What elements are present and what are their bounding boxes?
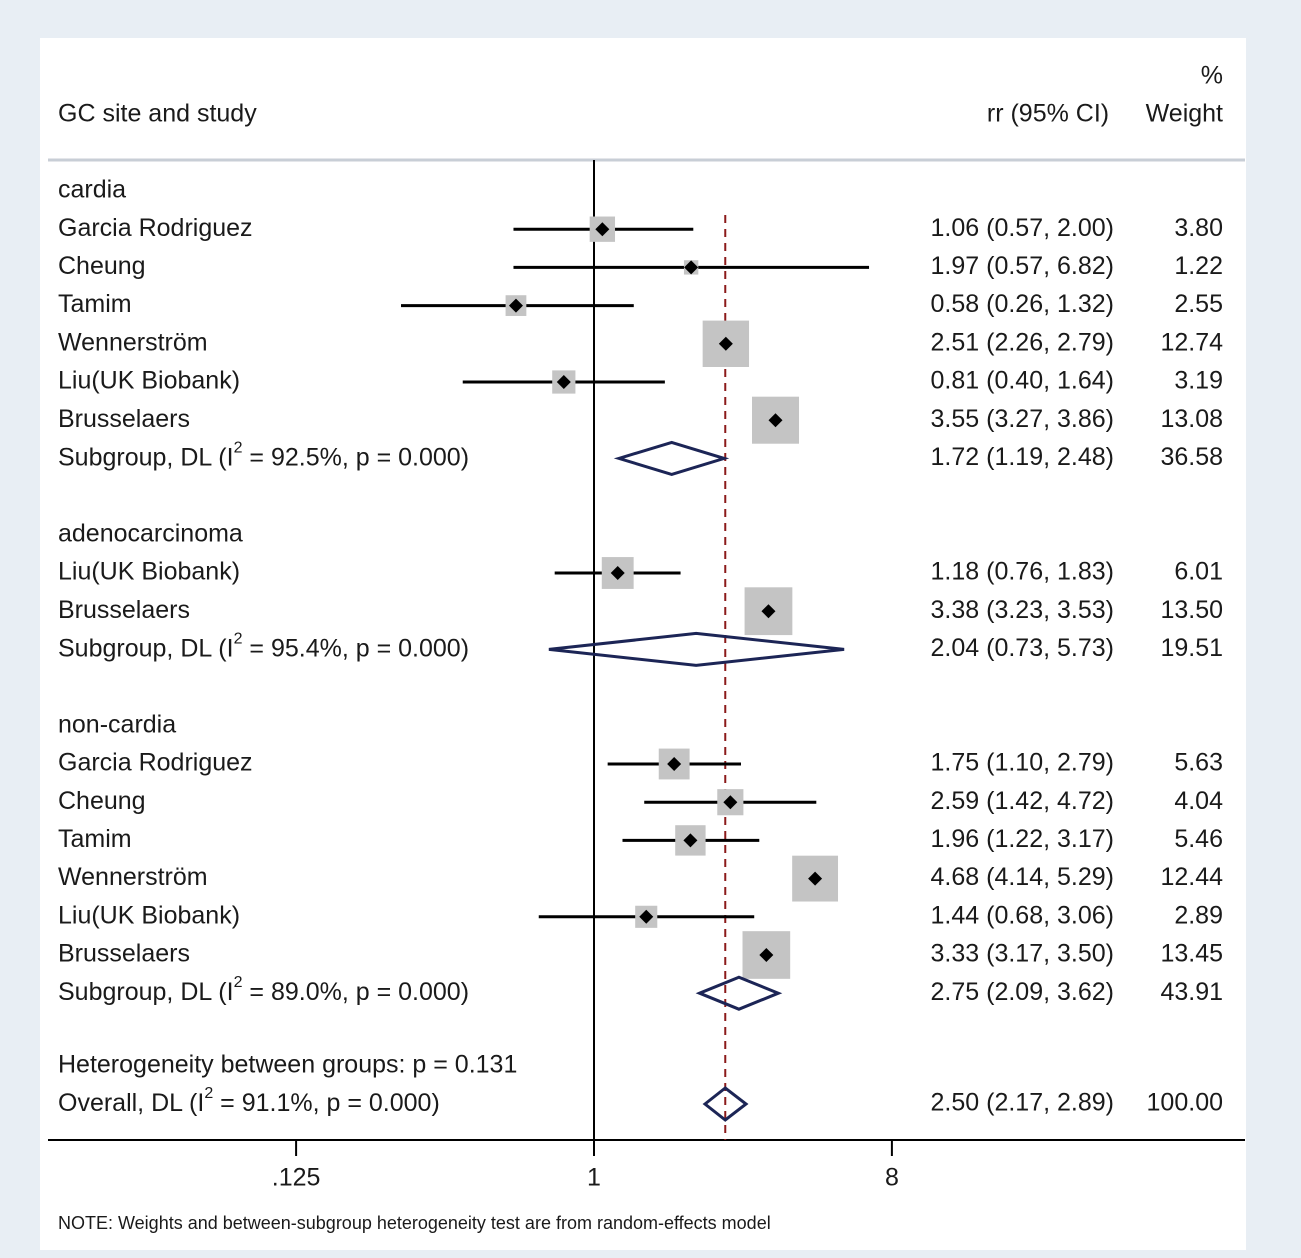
study-label: Tamim: [58, 290, 132, 318]
study-label: Liu(UK Biobank): [58, 367, 240, 395]
weight-text: 2.55: [1174, 290, 1223, 318]
weight-text: 6.01: [1174, 558, 1223, 586]
subgroup-ci-text: 2.04 (0.73, 5.73): [931, 634, 1114, 662]
heterogeneity-text: Heterogeneity between groups: p = 0.131: [58, 1051, 517, 1079]
subgroup-label: Subgroup, DL (I2 = 92.5%, p = 0.000): [58, 440, 469, 471]
point-estimate: [639, 909, 654, 924]
ci-text: 1.75 (1.10, 2.79): [931, 749, 1114, 777]
overall-weight-text: 100.00: [1147, 1089, 1223, 1117]
ci-text: 1.06 (0.57, 2.00): [931, 214, 1114, 242]
study-label: Garcia Rodriguez: [58, 214, 253, 242]
point-estimate: [723, 795, 738, 810]
ci-text: 1.97 (0.57, 6.82): [931, 252, 1114, 280]
ci-text: 3.38 (3.23, 3.53): [931, 596, 1114, 624]
point-estimate: [808, 871, 823, 886]
subgroup-diamond: [695, 975, 783, 1011]
weight-text: 3.80: [1174, 214, 1223, 242]
ci-text: 4.68 (4.14, 5.29): [931, 863, 1114, 891]
point-estimate: [768, 413, 783, 428]
study-label: Tamim: [58, 825, 132, 853]
ci-text: 0.58 (0.26, 1.32): [931, 290, 1114, 318]
group-heading: adenocarcinoma: [58, 519, 243, 547]
group-heading: non-cardia: [58, 710, 176, 738]
header-weight-bottom: Weight: [1146, 100, 1223, 128]
point-estimate: [508, 298, 523, 313]
point-estimate: [595, 222, 610, 237]
plot-panel: [40, 38, 1246, 1250]
study-label: Wennerström: [58, 863, 208, 891]
overall-ci-text: 2.50 (2.17, 2.89): [931, 1089, 1114, 1117]
point-estimate: [683, 833, 698, 848]
weight-text: 5.63: [1174, 749, 1223, 777]
weight-text: 2.89: [1174, 901, 1223, 929]
study-label: Wennerström: [58, 328, 208, 356]
subgroup-weight-text: 43.91: [1160, 978, 1223, 1006]
point-estimate: [718, 336, 733, 351]
x-tick-label: 1: [587, 1164, 601, 1192]
ci-text: 0.81 (0.40, 1.64): [931, 367, 1114, 395]
study-label: Liu(UK Biobank): [58, 558, 240, 586]
weight-text: 13.50: [1160, 596, 1223, 624]
ci-text: 2.59 (1.42, 4.72): [931, 787, 1114, 815]
subgroup-weight-text: 19.51: [1160, 634, 1223, 662]
subgroup-diamond: [548, 631, 845, 667]
weight-text: 4.04: [1174, 787, 1223, 815]
point-estimate: [556, 375, 571, 389]
overall-label: Overall, DL (I2 = 91.1%, p = 0.000): [58, 1085, 440, 1116]
study-label: Liu(UK Biobank): [58, 901, 240, 929]
x-tick-label: 8: [885, 1164, 899, 1192]
weight-text: 13.45: [1160, 940, 1223, 968]
study-label: Brusselaers: [58, 596, 190, 624]
weight-text: 12.74: [1160, 328, 1223, 356]
header-study: GC site and study: [58, 100, 257, 128]
weight-text: 1.22: [1174, 252, 1223, 280]
group-heading: cardia: [58, 176, 126, 204]
ci-text: 2.51 (2.26, 2.79): [931, 328, 1114, 356]
header-estimate: rr (95% CI): [987, 100, 1109, 128]
subgroup-diamond: [613, 440, 730, 476]
subgroup-ci-text: 2.75 (2.09, 3.62): [931, 978, 1114, 1006]
ci-text: 1.18 (0.76, 1.83): [931, 558, 1114, 586]
ci-text: 3.55 (3.27, 3.86): [931, 405, 1114, 433]
subgroup-ci-text: 1.72 (1.19, 2.48): [931, 443, 1114, 471]
x-tick-label: .125: [272, 1164, 321, 1192]
ci-text: 1.44 (0.68, 3.06): [931, 901, 1114, 929]
study-label: Brusselaers: [58, 405, 190, 433]
ci-text: 1.96 (1.22, 3.17): [931, 825, 1114, 853]
ci-text: 3.33 (3.17, 3.50): [931, 940, 1114, 968]
weight-text: 3.19: [1174, 367, 1223, 395]
study-label: Cheung: [58, 787, 146, 815]
weight-text: 13.08: [1160, 405, 1223, 433]
point-estimate: [761, 604, 776, 619]
study-label: Garcia Rodriguez: [58, 749, 253, 777]
subgroup-weight-text: 36.58: [1160, 443, 1223, 471]
header-weight-top: %: [1201, 62, 1223, 90]
point-estimate: [684, 260, 699, 275]
point-estimate: [759, 948, 774, 962]
study-label: Brusselaers: [58, 940, 190, 968]
study-label: Cheung: [58, 252, 146, 280]
subgroup-label: Subgroup, DL (I2 = 95.4%, p = 0.000): [58, 631, 469, 662]
point-estimate: [667, 757, 682, 771]
weight-text: 12.44: [1160, 863, 1223, 891]
point-estimate: [610, 566, 625, 580]
footnote: NOTE: Weights and between-subgroup heter…: [58, 1213, 771, 1233]
overall-diamond: [702, 1086, 749, 1122]
subgroup-label: Subgroup, DL (I2 = 89.0%, p = 0.000): [58, 974, 469, 1005]
weight-text: 5.46: [1174, 825, 1223, 853]
